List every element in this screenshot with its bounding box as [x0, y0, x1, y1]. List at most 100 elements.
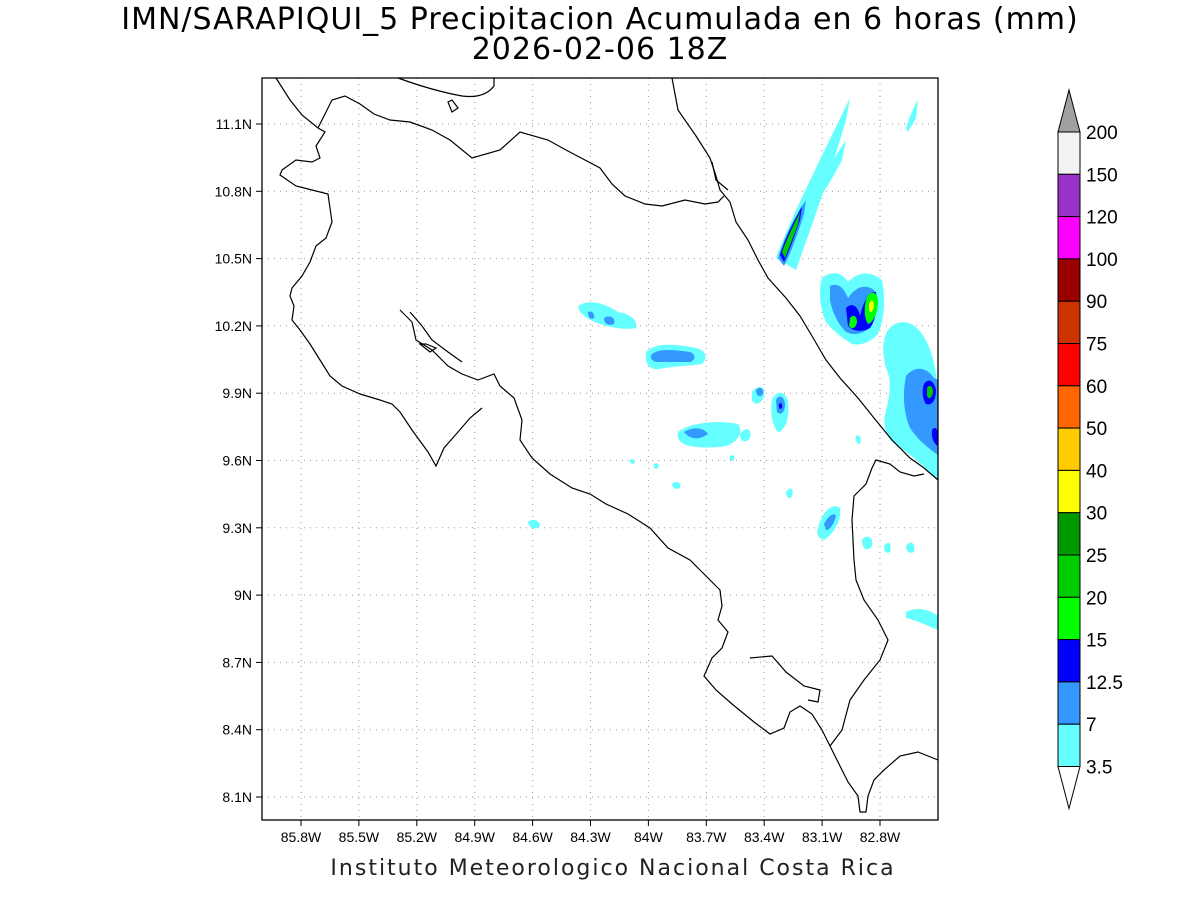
colorbar-label: 3.5: [1086, 758, 1112, 779]
island: [447, 99, 459, 113]
precip-area-green: [849, 315, 857, 329]
precip-area-cyan: [862, 536, 873, 550]
precip-area-blue: [588, 311, 595, 319]
precip-area-blue: [684, 428, 708, 439]
colorbar-swatch: [1057, 258, 1081, 302]
coast-mark: [711, 161, 729, 191]
credit-footer: Instituto Meteorologico Nacional Costa R…: [330, 856, 896, 881]
precip-area-cyan: [672, 481, 681, 489]
colorbar-swatch: [1057, 512, 1081, 556]
y-tick-label: 9.9N: [222, 385, 252, 401]
panama-pacific: [829, 745, 939, 813]
nicaragua-pacific-coast: [275, 77, 483, 468]
colorbar-under-arrow: [1057, 766, 1081, 811]
precip-area-blue: [824, 514, 836, 530]
nicoya-gulf: [399, 309, 831, 747]
precip-area-cyan: [906, 542, 915, 553]
colorbar-label: 120: [1086, 208, 1118, 229]
colorbar-label: 7: [1086, 715, 1097, 736]
colorbar-label: 15: [1086, 631, 1107, 652]
y-tick-label: 10.5N: [215, 251, 252, 267]
precip-area-blue: [650, 350, 695, 362]
precip-area-cyan: [578, 302, 637, 329]
precip-area-cyan: [528, 519, 540, 529]
precip-area-green: [782, 212, 800, 258]
colorbar-label: 100: [1086, 250, 1118, 271]
colorbar-swatch: [1057, 427, 1081, 471]
colorbar-label: 90: [1086, 292, 1107, 313]
map-grid: [262, 78, 938, 820]
osa-peninsula: [749, 655, 821, 703]
precip-area-cyan: [884, 542, 891, 553]
colorbar-swatch: [1057, 681, 1081, 725]
precip-area-cyan: [653, 463, 659, 469]
precip-area-blue: [756, 387, 764, 397]
x-tick-label: 83.1W: [802, 829, 843, 845]
precip-area-blue: [604, 316, 615, 325]
map-valid-time: 2026-02-06 18Z: [471, 32, 729, 67]
y-tick-label: 10.2N: [215, 318, 252, 334]
nicaragua-border: [317, 95, 725, 207]
y-tick-label: 8.4N: [222, 722, 252, 738]
x-tick-label: 84.3W: [570, 829, 611, 845]
y-tick-label: 9.3N: [222, 520, 252, 536]
precip-area-cyan: [906, 609, 938, 630]
y-tick-label: 9N: [234, 587, 252, 603]
colorbar-swatch: [1057, 554, 1081, 598]
colorbar-swatch: [1057, 300, 1081, 345]
colorbar-label: 40: [1086, 461, 1107, 482]
x-tick-label: 84.6W: [512, 829, 553, 845]
colorbar: 200 150 120 100 90 75 60 50 40 30 25 20 15 12.5 7 3.5: [1057, 88, 1123, 811]
x-tick-label: 85.5W: [339, 829, 380, 845]
x-tick-label: 84.9W: [454, 829, 495, 845]
colorbar-swatch: [1057, 723, 1081, 768]
nicoya-inner-coast: [409, 311, 463, 363]
precip-area-cyan: [786, 488, 793, 499]
colorbar-swatch: [1057, 173, 1081, 218]
coastline-and-borders: [275, 77, 939, 813]
colorbar-label: 150: [1086, 165, 1118, 186]
y-tick-label: 8.7N: [222, 654, 252, 670]
colorbar-swatch: [1057, 131, 1081, 175]
panama-border: [829, 459, 925, 747]
precip-area-dark-blue: [778, 403, 783, 409]
colorbar-label: 60: [1086, 377, 1107, 398]
colorbar-swatch: [1057, 216, 1081, 260]
colorbar-label: 75: [1086, 335, 1107, 356]
colorbar-swatch: [1057, 469, 1081, 514]
colorbar-swatch: [1057, 343, 1081, 387]
x-tick-label: 84W: [634, 829, 664, 845]
x-tick-label: 85.8W: [281, 829, 322, 845]
x-tick-label: 82.8W: [860, 829, 901, 845]
colorbar-label: 30: [1086, 504, 1107, 525]
x-tick-label: 85.2W: [397, 829, 438, 845]
map-title: IMN/SARAPIQUI_5 Precipitacion Acumulada …: [121, 2, 1079, 37]
colorbar-label: 25: [1086, 546, 1107, 567]
y-tick-label: 9.6N: [222, 453, 252, 469]
latitude-axis: 11.1N 10.8N 10.5N 10.2N 9.9N 9.6N 9.3N 9N 8.7N 8.…: [215, 116, 262, 805]
precip-area-yellow: [869, 300, 874, 313]
precip-area-cyan: [855, 435, 861, 444]
colorbar-swatch: [1057, 596, 1081, 641]
y-tick-label: 10.8N: [215, 183, 252, 199]
colorbar-over-arrow: [1057, 88, 1081, 133]
precip-area-cyan: [740, 429, 751, 442]
precip-area-cyan: [629, 459, 635, 464]
x-tick-label: 83.4W: [744, 829, 785, 845]
y-tick-label: 8.1N: [222, 789, 252, 805]
precipitation-shading: [528, 98, 938, 630]
longitude-axis: 85.8W 85.5W 85.2W 84.9W 84.6W 84.3W 84W 83.7W 83…: [281, 820, 901, 845]
precip-area-green: [927, 385, 933, 399]
precip-area-dark-blue: [931, 428, 938, 446]
precip-area-cyan: [729, 455, 735, 461]
precip-area-cyan: [818, 140, 846, 194]
colorbar-swatch: [1057, 639, 1081, 683]
x-tick-label: 83.7W: [686, 829, 727, 845]
colorbar-label: 12.5: [1086, 673, 1123, 694]
y-tick-label: 11.1N: [216, 116, 252, 132]
colorbar-swatch: [1057, 385, 1081, 429]
colorbar-label: 20: [1086, 588, 1107, 609]
colorbar-label: 50: [1086, 419, 1107, 440]
colorbar-label: 200: [1086, 123, 1118, 144]
